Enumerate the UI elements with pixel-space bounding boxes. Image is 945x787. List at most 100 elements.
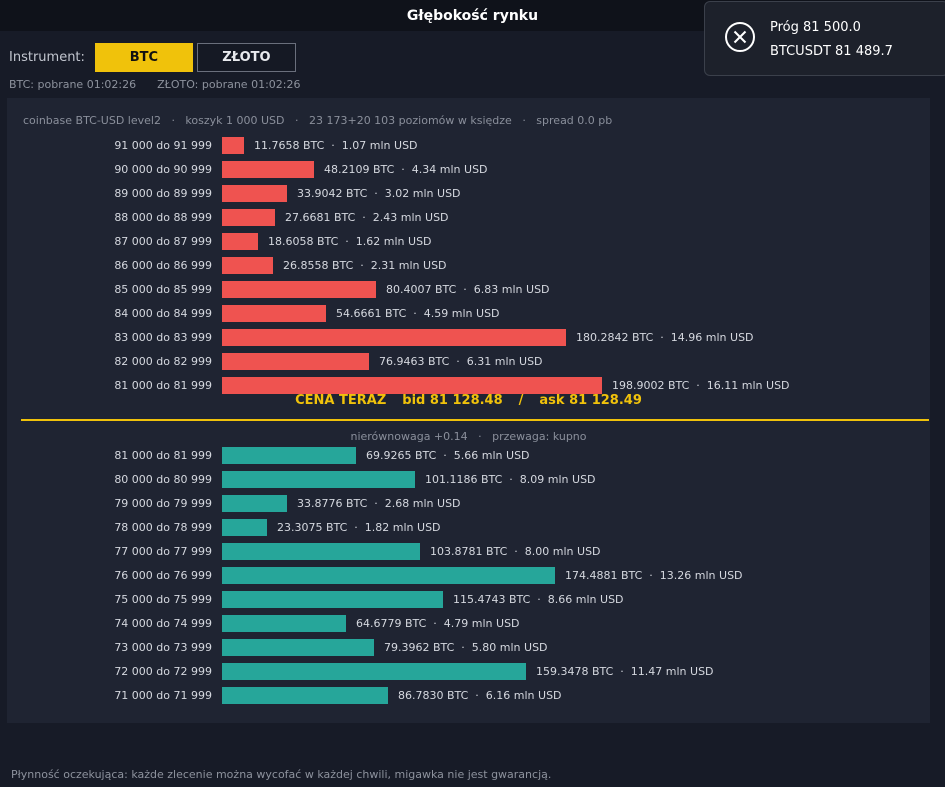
ask-price-range: 85 000 do 85 999 xyxy=(114,283,212,296)
bid-volume-usd: 8.66 mln USD xyxy=(547,593,624,606)
footer-note: Płynność oczekująca: każde zlecenie możn… xyxy=(11,768,552,781)
bid-volume-label: 79.3962 BTC · 5.80 mln USD xyxy=(384,639,548,656)
ask-volume-usd: 3.02 mln USD xyxy=(384,187,461,200)
ask-volume-label: 198.9002 BTC · 16.11 mln USD xyxy=(612,377,790,394)
bid-volume-label: 69.9265 BTC · 5.66 mln USD xyxy=(366,447,530,464)
ask-volume-bar xyxy=(222,329,566,346)
ask-volume-label: 27.6681 BTC · 2.43 mln USD xyxy=(285,209,449,226)
bid-volume-btc: 23.3075 BTC xyxy=(277,521,348,534)
bid-price-range: 78 000 do 78 999 xyxy=(114,521,212,534)
separator-dot: · xyxy=(509,473,513,486)
bid-volume-btc: 33.8776 BTC xyxy=(297,497,368,510)
ask-volume-btc: 54.6661 BTC xyxy=(336,307,407,320)
bid-level-row: 72 000 do 72 999 159.3478 BTC · 11.47 mln U… xyxy=(7,663,930,680)
bid-level-row: 76 000 do 76 999 174.4881 BTC · 13.26 mln U… xyxy=(7,567,930,584)
ask-level-row: 83 000 do 83 999 180.2842 BTC · 14.96 mln U… xyxy=(7,329,930,346)
bid-price-range: 71 000 do 71 999 xyxy=(114,689,212,702)
bid-level-row: 75 000 do 75 999 115.4743 BTC · 8.66 mln US… xyxy=(7,591,930,608)
ask-price-range: 84 000 do 84 999 xyxy=(114,307,212,320)
bid-price-range: 79 000 do 79 999 xyxy=(114,497,212,510)
bid-volume-usd: 2.68 mln USD xyxy=(384,497,461,510)
close-circle-icon[interactable] xyxy=(724,21,756,53)
bid-volume-bar xyxy=(222,471,415,488)
bid-volume-bar xyxy=(222,615,346,632)
bid-volume-label: 64.6779 BTC · 4.79 mln USD xyxy=(356,615,520,632)
bid-volume-btc: 69.9265 BTC xyxy=(366,449,437,462)
ask-volume-btc: 180.2842 BTC xyxy=(576,331,654,344)
bid-volume-label: 101.1186 BTC · 8.09 mln USD xyxy=(425,471,596,488)
ask-volume-usd: 4.34 mln USD xyxy=(411,163,488,176)
ask-volume-bar xyxy=(222,281,376,298)
ask-price-range: 91 000 do 91 999 xyxy=(114,139,212,152)
ask-volume-usd: 1.62 mln USD xyxy=(355,235,432,248)
ask-volume-label: 11.7658 BTC · 1.07 mln USD xyxy=(254,137,418,154)
ask-volume-bar xyxy=(222,377,602,394)
bid-price-range: 72 000 do 72 999 xyxy=(114,665,212,678)
fetch-status-gold: ZŁOTO: pobrane 01:02:26 xyxy=(157,78,301,91)
imbalance-info: nierównowaga +0.14 · przewaga: kupno xyxy=(350,430,587,443)
bid-volume-label: 103.8781 BTC · 8.00 mln USD xyxy=(430,543,601,560)
separator-dot: · xyxy=(360,259,364,272)
current-price: CENA TERAZ bid 81 128.48 / ask 81 128.49 xyxy=(7,393,930,408)
ask-volume-bar xyxy=(222,233,258,250)
ask-level-row: 84 000 do 84 999 54.6661 BTC · 4.59 mln USD xyxy=(7,305,930,322)
bid-volume-btc: 103.8781 BTC xyxy=(430,545,508,558)
ask-price-range: 86 000 do 86 999 xyxy=(114,259,212,272)
ask-volume-usd: 2.43 mln USD xyxy=(372,211,449,224)
separator-dot: · xyxy=(461,641,465,654)
instrument-btc-button[interactable]: BTC xyxy=(94,43,193,72)
bid-volume-usd: 5.80 mln USD xyxy=(471,641,548,654)
separator-dot: · xyxy=(374,497,378,510)
ask-volume-usd: 2.31 mln USD xyxy=(370,259,447,272)
bid-price-range: 74 000 do 74 999 xyxy=(114,617,212,630)
ask-volume-btc: 33.9042 BTC xyxy=(297,187,368,200)
bid-volume-usd: 8.00 mln USD xyxy=(524,545,601,558)
separator-dot: · xyxy=(660,331,664,344)
ask-volume-btc: 198.9002 BTC xyxy=(612,379,690,392)
ask-price-range: 90 000 do 90 999 xyxy=(114,163,212,176)
bid-volume-usd: 11.47 mln USD xyxy=(630,665,714,678)
price-divider xyxy=(21,419,929,421)
ask-level-row: 82 000 do 82 999 76.9463 BTC · 6.31 mln USD xyxy=(7,353,930,370)
price-alert-toast[interactable]: Próg 81 500.0 BTCUSDT 81 489.7 xyxy=(704,1,945,76)
bid-price-range: 73 000 do 73 999 xyxy=(114,641,212,654)
bid-volume-bar xyxy=(222,543,420,560)
separator-dot: · xyxy=(401,163,405,176)
current-price-slash: / xyxy=(518,393,524,408)
ask-volume-usd: 14.96 mln USD xyxy=(670,331,754,344)
current-price-bid: bid 81 128.48 xyxy=(402,393,503,408)
book-meta: coinbase BTC-USD level2 · koszyk 1 000 U… xyxy=(23,114,613,127)
bid-level-row: 78 000 do 78 999 23.3075 BTC · 1.82 mln USD xyxy=(7,519,930,536)
separator-dot: · xyxy=(649,569,653,582)
ask-volume-usd: 6.31 mln USD xyxy=(466,355,543,368)
ask-volume-btc: 76.9463 BTC xyxy=(379,355,450,368)
bid-level-row: 73 000 do 73 999 79.3962 BTC · 5.80 mln USD xyxy=(7,639,930,656)
instrument-label: Instrument: xyxy=(9,50,85,65)
ask-volume-label: 48.2109 BTC · 4.34 mln USD xyxy=(324,161,488,178)
ask-volume-bar xyxy=(222,137,244,154)
bid-price-range: 77 000 do 77 999 xyxy=(114,545,212,558)
current-price-label: CENA TERAZ xyxy=(295,393,387,408)
ask-volume-label: 180.2842 BTC · 14.96 mln USD xyxy=(576,329,754,346)
bid-level-row: 74 000 do 74 999 64.6779 BTC · 4.79 mln USD xyxy=(7,615,930,632)
bid-price-range: 75 000 do 75 999 xyxy=(114,593,212,606)
ask-volume-bar xyxy=(222,353,369,370)
bid-price-range: 81 000 do 81 999 xyxy=(114,449,212,462)
bid-level-row: 71 000 do 71 999 86.7830 BTC · 6.16 mln USD xyxy=(7,687,930,704)
separator-dot: · xyxy=(413,307,417,320)
ask-price-range: 88 000 do 88 999 xyxy=(114,211,212,224)
instrument-gold-button[interactable]: ZŁOTO xyxy=(196,43,296,72)
ask-volume-bar xyxy=(222,161,314,178)
separator-dot: · xyxy=(345,235,349,248)
ask-level-row: 89 000 do 89 999 33.9042 BTC · 3.02 mln USD xyxy=(7,185,930,202)
separator-dot: · xyxy=(456,355,460,368)
bid-volume-bar xyxy=(222,519,267,536)
separator-dot: · xyxy=(362,211,366,224)
separator-dot: · xyxy=(537,593,541,606)
bid-volume-usd: 5.66 mln USD xyxy=(453,449,530,462)
ask-level-row: 88 000 do 88 999 27.6681 BTC · 2.43 mln USD xyxy=(7,209,930,226)
bid-volume-usd: 6.16 mln USD xyxy=(485,689,562,702)
bid-volume-bar xyxy=(222,639,374,656)
bid-volume-usd: 8.09 mln USD xyxy=(519,473,596,486)
ask-volume-bar xyxy=(222,305,326,322)
